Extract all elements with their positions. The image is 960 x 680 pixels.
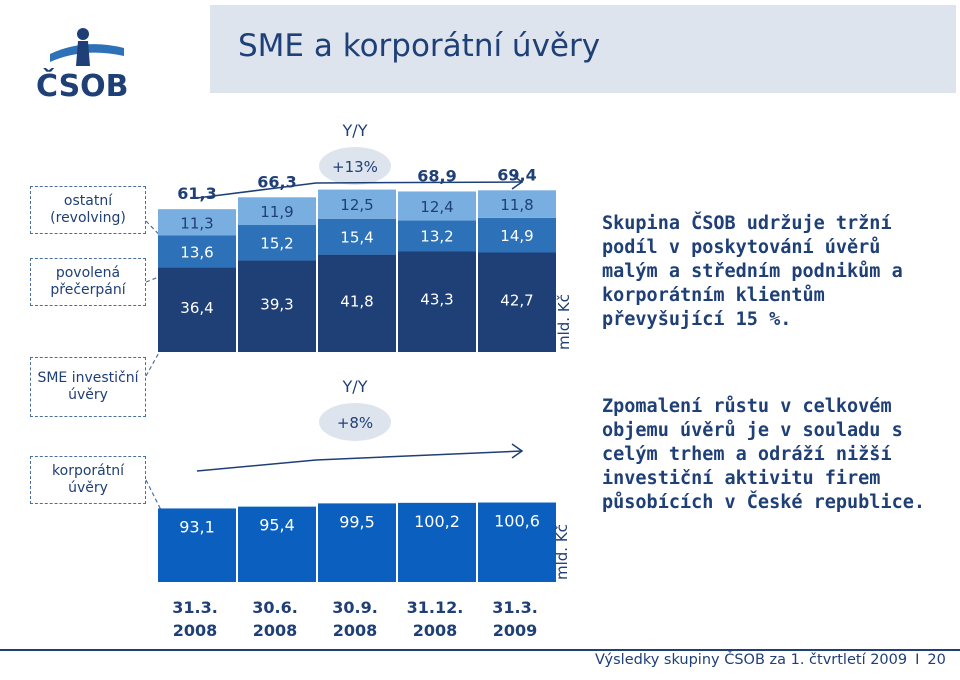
sme-total-label: 68,9 — [417, 166, 456, 185]
sme-segment-label: 13,6 — [180, 243, 213, 261]
sme-bar-segment — [158, 235, 236, 268]
sme-bar-segment — [238, 197, 316, 226]
logo-body-icon — [76, 41, 90, 66]
sme-segment-label: 15,2 — [260, 235, 293, 253]
page-number: 20 — [927, 652, 946, 668]
corp-growth-value: +8% — [337, 414, 373, 432]
commentary-2-line: působících v České republice. — [602, 492, 926, 513]
legend-sme-investment: SME investiční úvěry — [30, 357, 146, 417]
sme-total-label: 69,4 — [497, 165, 536, 184]
corp-bar-label: 99,5 — [339, 512, 375, 531]
sme-total-label: 61,3 — [177, 184, 216, 203]
sme-segment-label: 12,4 — [420, 198, 453, 216]
sme-segment-label: 36,4 — [180, 299, 213, 317]
x-tick-label: 2008 — [333, 621, 378, 640]
x-tick-label: 2008 — [413, 621, 458, 640]
legend-overdraft: povolená přečerpání — [30, 258, 146, 306]
logo-wave-icon — [50, 44, 124, 62]
x-tick-label: 2008 — [173, 621, 218, 640]
sme-growth-value: +13% — [332, 158, 378, 176]
commentary-1-line: korporátním klientům — [602, 285, 825, 306]
corp-growth-arrow — [196, 450, 523, 472]
sme-segment-label: 43,3 — [420, 291, 453, 309]
corp-growth-label: Y/Y — [342, 377, 368, 396]
footer: Výsledky skupiny ČSOB za 1. čtvrtletí 20… — [595, 652, 946, 668]
sme-bar-segment — [318, 254, 396, 352]
sme-bar-segment — [398, 191, 476, 221]
sme-bar-segment — [478, 252, 556, 352]
footer-text: Výsledky skupiny ČSOB za 1. čtvrtletí 20… — [595, 652, 908, 668]
sme-bar-segment — [398, 220, 476, 252]
commentary-2: Zpomalení růstu v celkovém objemu úvěrů … — [602, 395, 925, 515]
page-title: SME a korporátní úvěry — [238, 28, 601, 64]
x-tick-label: 2009 — [493, 621, 538, 640]
commentary-1-line: převyšující 15 %. — [602, 309, 792, 330]
sme-unit-label: mld. Kč — [555, 294, 573, 350]
x-tick-label: 31.3. — [172, 598, 218, 617]
sme-growth-arrowhead-icon — [511, 174, 524, 190]
commentary-2-line: Zpomalení růstu v celkovém — [602, 396, 892, 417]
sme-bar-segment — [478, 190, 556, 218]
sme-segment-label: 11,8 — [500, 196, 533, 214]
corp-bar — [318, 503, 396, 582]
x-tick-label: 31.3. — [492, 598, 538, 617]
x-tick-label: 2008 — [253, 621, 298, 640]
sme-segment-label: 13,2 — [420, 228, 453, 246]
commentary-1-line: malým a středním podnikům a — [602, 261, 903, 282]
corp-growth-arrowhead-icon — [511, 443, 524, 459]
x-tick-label: 30.6. — [252, 598, 298, 617]
sme-bar-segment — [318, 189, 396, 219]
corp-bar — [398, 502, 476, 582]
sme-segment-label: 11,3 — [180, 214, 213, 232]
sme-bar-segment — [158, 267, 236, 352]
corp-bar — [238, 506, 316, 582]
sme-bar-segment — [398, 251, 476, 352]
corp-unit-label: mld. Kč — [553, 524, 571, 580]
logo-head-icon — [77, 28, 89, 40]
csob-logo: ČSOB — [36, 28, 129, 102]
corp-bar — [478, 502, 556, 582]
sme-segment-label: 15,4 — [340, 229, 373, 247]
corp-bar-label: 95,4 — [259, 516, 295, 535]
sme-growth-label: Y/Y — [342, 121, 368, 140]
commentary-1-line: podíl v poskytování úvěrů — [602, 237, 881, 258]
footer-separator: I — [915, 652, 920, 668]
sme-growth-bubble — [319, 147, 391, 185]
sme-bar-segment — [478, 217, 556, 253]
sme-segment-label: 39,3 — [260, 295, 293, 313]
corp-growth-bubble — [319, 403, 391, 441]
sme-bar-segment — [158, 209, 236, 236]
legend-corporate: korporátní úvěry — [30, 456, 146, 504]
commentary-2-line: investiční aktivitu firem — [602, 468, 881, 489]
corp-bar — [158, 508, 236, 582]
sme-growth-arrow — [196, 181, 523, 199]
sme-segment-label: 41,8 — [340, 292, 373, 310]
x-tick-label: 30.9. — [332, 598, 378, 617]
x-tick-label: 31.12. — [407, 598, 464, 617]
sme-bar-segment — [238, 225, 316, 261]
title-bar — [210, 5, 956, 93]
commentary-1: Skupina ČSOB udržuje tržní podíl v posky… — [602, 212, 903, 332]
sme-segment-label: 12,5 — [340, 196, 373, 214]
logo-wordmark: ČSOB — [36, 67, 129, 102]
sme-segment-label: 11,9 — [260, 203, 293, 221]
commentary-2-line: celým trhem a odráží nižší — [602, 444, 892, 465]
sme-segment-label: 42,7 — [500, 291, 533, 309]
commentary-2-line: objemu úvěrů je v souladu s — [602, 420, 903, 441]
corp-bar-label: 100,2 — [414, 512, 460, 531]
sme-bar-segment — [238, 260, 316, 352]
sme-segment-label: 14,9 — [500, 227, 533, 245]
corp-bar-label: 100,6 — [494, 512, 540, 531]
footer-divider — [0, 649, 960, 651]
sme-bar-segment — [318, 218, 396, 255]
corp-bar-label: 93,1 — [179, 517, 215, 536]
commentary-1-line: Skupina ČSOB udržuje tržní — [602, 213, 892, 234]
legend-revolving: ostatní (revolving) — [30, 186, 146, 234]
